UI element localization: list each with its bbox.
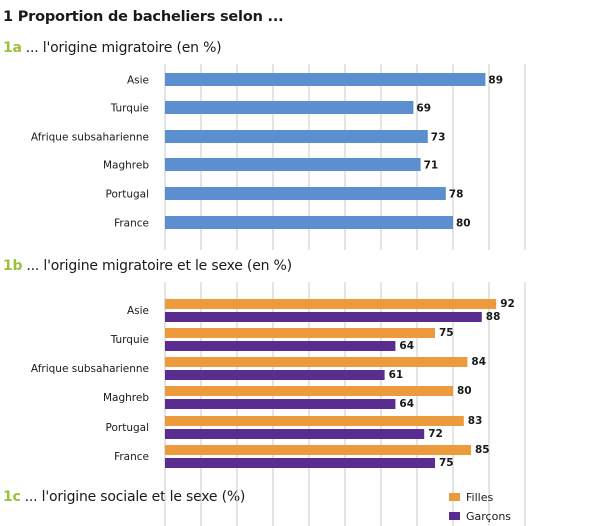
legend-filles: Filles <box>449 491 493 504</box>
chart-1b-bar-garcons-2 <box>165 370 385 380</box>
chart-1b-bar-garcons-4 <box>165 429 425 439</box>
chart-1b-number: 1b <box>3 258 23 274</box>
chart-1b-value-label-filles-4: 83 <box>468 415 483 427</box>
chart-1a-category-label-5: France <box>114 218 149 230</box>
chart-1b-category-label-3: Maghreb <box>103 392 149 404</box>
chart-1a-category-label-1: Turquie <box>110 103 149 115</box>
chart-1b-bar-filles-3 <box>165 386 453 396</box>
legend-garcons-label: Garçons <box>466 510 512 523</box>
chart-1a-bar-5 <box>165 216 453 229</box>
chart-1a-value-label-3: 71 <box>424 160 439 172</box>
chart-1a-category-label-3: Maghreb <box>103 160 149 172</box>
legend-garcons-swatch <box>449 512 460 520</box>
chart-1b-bar-garcons-0 <box>165 312 482 322</box>
chart-1b-bar-garcons-3 <box>165 399 396 409</box>
chart-1b-value-label-garcons-3: 64 <box>399 398 414 410</box>
chart-1b-value-label-filles-3: 80 <box>457 385 472 397</box>
chart-1b-bar-filles-1 <box>165 328 435 338</box>
chart-1b-value-label-garcons-5: 75 <box>439 457 454 469</box>
chart-1b-value-label-filles-0: 92 <box>500 298 515 310</box>
chart-1b-value-label-filles-2: 84 <box>471 356 486 368</box>
chart-1a-category-label-2: Afrique subsaharienne <box>31 132 149 144</box>
chart-1b-category-label-5: France <box>114 451 149 463</box>
chart-1a-value-label-0: 89 <box>488 75 503 87</box>
chart-1a-value-label-4: 78 <box>449 189 464 201</box>
chart-1a-number: 1a <box>3 40 22 56</box>
chart-1a-value-label-1: 69 <box>416 103 431 115</box>
page-title: 1 Proportion de bacheliers selon ... <box>3 9 284 25</box>
chart-1b-bar-filles-2 <box>165 357 468 367</box>
chart-1a-bar-3 <box>165 158 421 171</box>
legend-garcons: Garçons <box>449 510 511 523</box>
chart-1b-value-label-garcons-1: 64 <box>399 340 414 352</box>
chart-1b-bar-filles-5 <box>165 445 471 455</box>
chart-1a-value-label-5: 80 <box>456 218 471 230</box>
chart-1b-category-label-1: Turquie <box>110 334 149 346</box>
chart-1b-title: ... l'origine migratoire et le sexe (en … <box>26 258 292 274</box>
chart-1c-heading: 1c... l'origine sociale et le sexe (%) <box>3 489 245 505</box>
chart-1a-category-label-0: Asie <box>127 75 149 87</box>
chart-1b-value-label-garcons-4: 72 <box>428 428 443 440</box>
chart-1a-bar-0 <box>165 73 486 86</box>
chart-1b-bar-filles-4 <box>165 416 464 426</box>
chart-1b-bar-garcons-1 <box>165 341 396 351</box>
chart-1a-heading: 1a... l'origine migratoire (en %) <box>3 40 222 56</box>
chart-1b-value-label-filles-5: 85 <box>475 444 490 456</box>
chart-1a-value-label-2: 73 <box>431 132 446 144</box>
chart-1a-bar-4 <box>165 187 446 200</box>
chart-1b-value-label-filles-1: 75 <box>439 327 454 339</box>
chart-1b-category-label-4: Portugal <box>106 422 150 434</box>
chart-1b-heading: 1b... l'origine migratoire et le sexe (e… <box>3 258 292 274</box>
chart-1b-category-label-0: Asie <box>127 305 149 317</box>
chart-1b-value-label-garcons-2: 61 <box>389 369 404 381</box>
chart-1b-bar-filles-0 <box>165 299 497 309</box>
chart-1a-bar-2 <box>165 130 428 143</box>
legend-filles-label: Filles <box>466 491 494 504</box>
chart-1a-bar-1 <box>165 101 414 114</box>
chart-1b-category-label-2: Afrique subsaharienne <box>31 363 149 375</box>
chart-1a-title: ... l'origine migratoire (en %) <box>25 40 222 56</box>
chart-1c-number: 1c <box>3 489 21 505</box>
legend-filles-swatch <box>449 493 460 501</box>
chart-1c-title: ... l'origine sociale et le sexe (%) <box>24 489 246 505</box>
chart-1b-bar-garcons-5 <box>165 458 435 468</box>
chart-1b-value-label-garcons-0: 88 <box>486 311 501 323</box>
chart-1a-category-label-4: Portugal <box>106 189 150 201</box>
